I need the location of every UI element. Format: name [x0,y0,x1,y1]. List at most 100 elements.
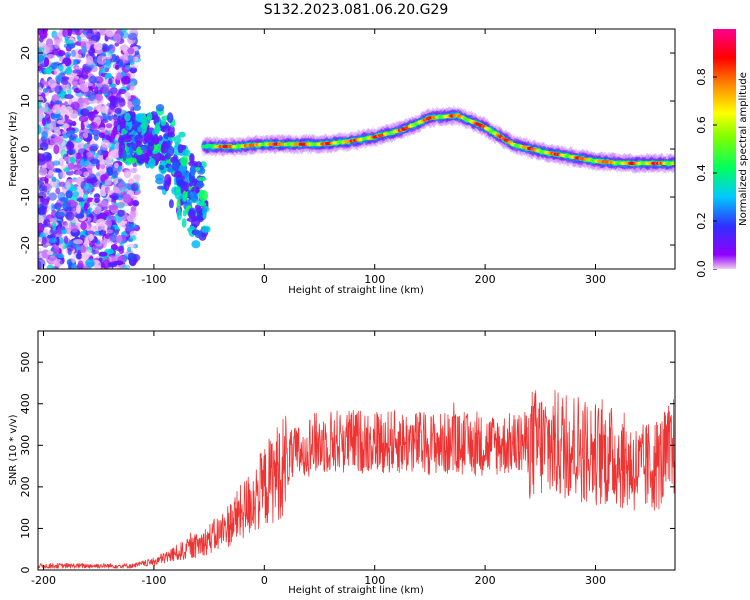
heat-blob [52,126,61,132]
colorbar-min-swatch [713,268,736,269]
heat-blob [60,164,66,170]
heat-blob [42,151,52,161]
heat-blob [55,187,61,195]
heat-blob [96,218,106,227]
heat-blob [58,181,66,187]
heat-blob [82,132,89,139]
heat-blob [90,143,99,151]
heat-blob [99,68,106,74]
heat-blob [181,218,187,228]
heat-blob [155,103,165,112]
heat-blob [53,129,61,136]
heat-blob [38,111,44,119]
heat-blob [53,144,60,155]
heat-blob [52,160,61,166]
heat-blob [134,174,140,184]
heat-blob [122,149,127,162]
heat-blob [75,157,81,164]
heat-blob [108,204,119,210]
heat-blob [89,75,98,84]
heat-blob [107,262,118,268]
heat-blob [148,157,156,169]
heat-blob [106,229,114,234]
heat-blob [73,238,83,245]
heat-blob [127,157,137,164]
heat-blob [121,134,132,139]
heat-blob [171,160,180,172]
heat-blob [76,197,85,202]
heat-blob [77,49,83,55]
heat-blob [83,152,88,162]
heat-blob [129,235,137,241]
heat-blob [140,145,148,151]
snr-x-tick-label: -100 [141,574,166,587]
spectrogram-x-tick-label: 0 [261,273,268,286]
heat-blob [202,213,207,219]
snr-y-tick-label: 400 [19,393,32,414]
heat-blob [86,29,95,39]
heat-blob [57,50,66,57]
snr-y-tick-label: 500 [19,352,32,373]
heat-blob [166,145,175,157]
heat-blob [124,112,131,122]
heat-blob [131,142,136,151]
heat-blob [156,185,166,190]
colorbar: 0.0 0.2 0.4 0.6 0.8 Normalized spectral ampl… [695,29,749,278]
heat-blob [176,208,182,221]
snr-y-tick-label: 200 [19,476,32,497]
heat-blob [43,218,51,226]
heat-blob [38,180,45,186]
heat-blob [111,195,119,201]
heat-blob [63,94,74,100]
heat-blob [101,44,110,53]
heat-blob [134,134,144,144]
heat-blob [106,54,112,60]
heat-blob [46,122,57,129]
heat-blob [108,77,113,85]
heat-blob [105,123,113,129]
heat-blob [160,144,165,154]
heat-blob [132,104,142,111]
heat-blob [198,189,209,202]
heat-blob [54,41,60,50]
heat-blob [63,235,69,244]
heat-blob [109,233,118,243]
heat-blob [189,153,195,165]
heat-blob [84,183,94,192]
heat-blob [98,257,103,263]
heat-blob [111,129,116,140]
heat-blob [38,158,46,166]
heat-blob [116,234,123,244]
heat-blob [113,114,118,121]
spectrogram-y-ticks: -20 -10 0 10 20 [19,46,675,254]
heat-blob [100,84,110,95]
heat-blob [51,176,57,182]
heat-blob [176,179,186,188]
heat-blob [126,223,134,231]
heat-blob [166,112,174,124]
heat-blob [52,112,61,121]
heat-blob [101,139,111,148]
snr-y-label: SNR (10 * v/v) [8,414,19,485]
heat-blob [122,44,128,54]
heat-blob [78,115,89,123]
heat-blob [60,79,69,85]
heat-blob [85,152,94,158]
heat-blob [195,161,202,168]
heat-blob [102,114,111,121]
heat-blob [126,246,132,252]
heat-blob [48,237,58,243]
heat-blob [122,264,130,269]
heat-blob [66,245,74,252]
heat-blob [60,171,66,179]
heat-blob [114,265,123,269]
heat-blob [43,67,52,75]
heat-blob [82,192,89,202]
snr-x-ticks: -200 -100 0 100 200 300 [31,331,606,587]
heat-blob [52,104,62,115]
heat-blob [130,183,139,192]
heat-blob [70,101,80,111]
heat-blob [65,211,75,221]
heat-blob [117,209,125,217]
heat-blob [38,86,43,96]
